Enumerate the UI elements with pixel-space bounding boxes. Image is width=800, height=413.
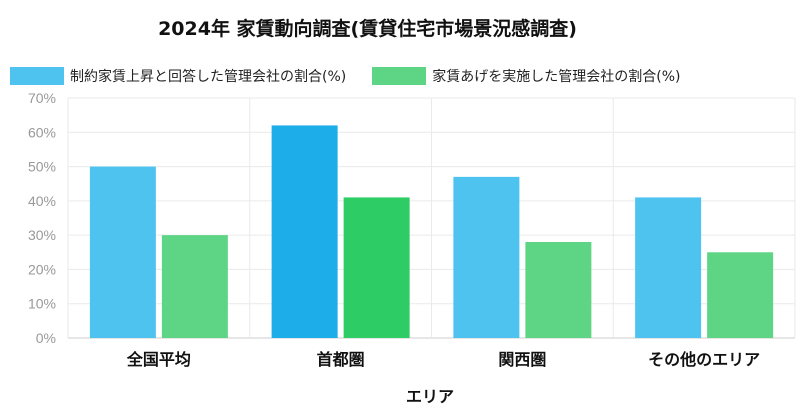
bar [271,125,338,338]
bar [635,197,702,338]
y-tick-label: 20% [28,261,56,277]
legend-label: 家賃あげを実施した管理会社の割合(%) [432,69,681,85]
bar [525,242,592,338]
legend-swatch [372,67,427,85]
y-tick-label: 60% [28,124,56,140]
legend-item-rent-increase-implemented[interactable]: 家賃あげを実施した管理会社の割合(%) [372,66,680,86]
bar [161,235,228,338]
bar [343,197,410,338]
bar [89,166,156,338]
y-tick-label: 50% [28,159,56,175]
bar [453,176,520,338]
y-tick-label: 40% [28,193,56,209]
legend-item-rent-increase-answered[interactable]: 制約家賃上昇と回答した管理会社の割合(%) [10,66,346,86]
legend-label: 制約家賃上昇と回答した管理会社の割合(%) [70,69,347,85]
y-tick-label: 70% [28,90,56,106]
y-tick-label: 10% [28,296,56,312]
x-axis-label: エリア [405,387,454,406]
x-tick-label: 全国平均 [126,350,191,369]
chart-title: 2024年 家賃動向調査(賃貸住宅市場景況感調査) [158,18,577,40]
x-tick-label: 首都圏 [317,350,365,369]
y-tick-label: 0% [36,330,56,346]
legend-swatch [10,67,64,85]
legend: 制約家賃上昇と回答した管理会社の割合(%) 家賃あげを実施した管理会社の割合(%… [10,66,706,86]
y-tick-label: 30% [28,227,56,243]
bar [707,252,774,338]
x-tick-label: 関西圏 [498,350,546,369]
x-tick-label: その他のエリア [648,350,760,369]
